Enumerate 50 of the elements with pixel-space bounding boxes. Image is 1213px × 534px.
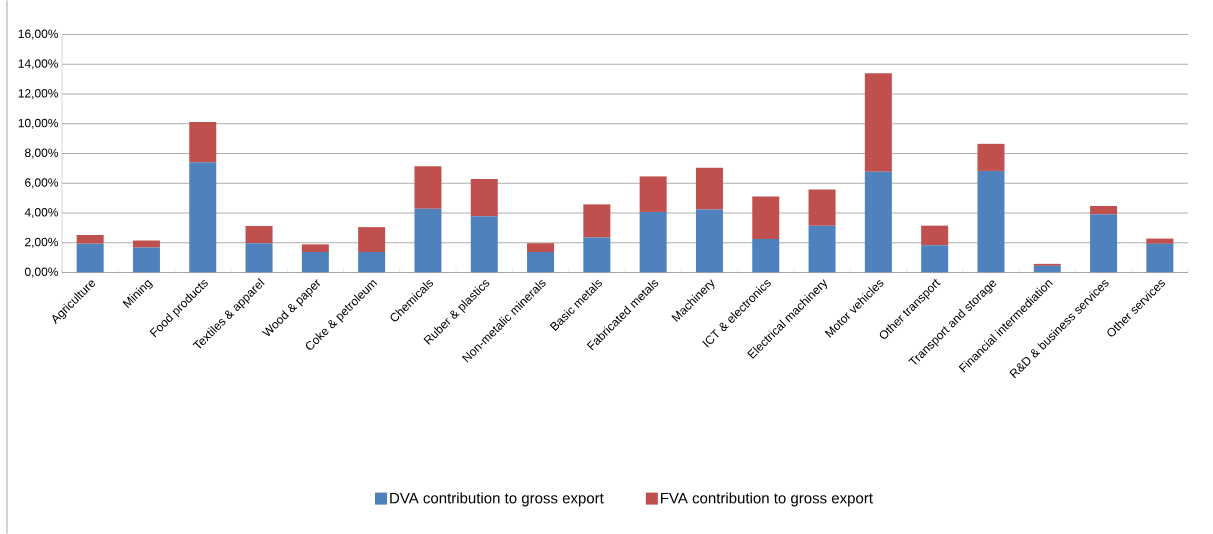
y-tick-label: 14,00% [18,59,59,70]
bar [752,239,780,273]
bar [1033,265,1061,273]
bar [414,166,442,209]
legend-label: DVA contribution to gross export [390,492,604,507]
bar [527,243,555,253]
y-tick-label: 2,00% [25,237,59,248]
bar [527,252,555,273]
bar [76,235,104,244]
bar [189,121,217,163]
bar [358,252,386,273]
y-tick-label: 16,00% [18,29,59,40]
bar [921,225,949,246]
bar [921,245,949,273]
bar [977,170,1005,273]
bar [132,247,160,273]
y-tick-label: 8,00% [24,148,59,159]
bar [1090,206,1118,215]
y-tick-label: 6,00% [25,178,59,189]
bar [808,189,836,226]
bar [639,176,667,212]
bar [132,240,160,248]
bar [245,225,273,244]
bar [189,162,217,273]
bar [583,237,611,273]
bar [864,171,892,273]
bar [1146,238,1174,244]
bar [301,244,329,253]
bar [583,204,611,238]
y-tick-label: 4,00% [24,208,59,218]
bar [695,209,723,273]
bar [695,167,723,210]
bar [245,243,273,273]
y-tick-label: 10,00% [18,118,59,129]
legend-label: FVA contribution to gross export [661,492,873,507]
bar [301,252,329,273]
bar [977,143,1005,171]
bar [358,227,386,253]
bar [76,243,104,273]
bar [808,225,836,273]
y-tick-label: 0,00% [24,267,59,278]
bar [639,211,667,273]
bar [470,179,498,217]
bar [752,196,780,240]
bar [470,216,498,273]
bar [414,208,442,273]
bar [1090,214,1118,273]
bar [1146,243,1174,273]
bar [864,73,892,172]
y-tick-label: 12,00% [18,89,59,99]
